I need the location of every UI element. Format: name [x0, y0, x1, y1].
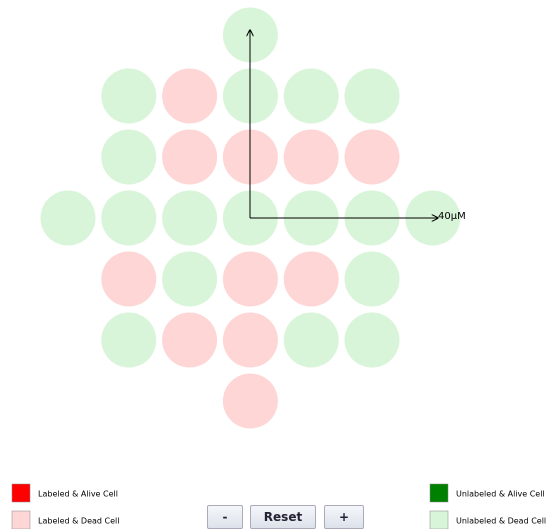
legend-swatch [11, 510, 31, 529]
cell [344, 251, 400, 307]
cell [162, 129, 218, 185]
cell [101, 190, 157, 246]
legend-swatch [429, 483, 449, 503]
cell [40, 190, 96, 246]
legend-swatch [11, 483, 31, 503]
cell [283, 251, 339, 307]
cell [344, 68, 400, 124]
cell [283, 129, 339, 185]
cell [101, 129, 157, 185]
legend-label: Unlabeled & Dead Cell [456, 517, 546, 526]
plus-button[interactable]: + [324, 505, 364, 529]
cell [162, 251, 218, 307]
cell [283, 68, 339, 124]
axis-label: 40μM [438, 211, 466, 222]
legend: Labeled & Alive Cell Labeled & Dead Cell U… [11, 483, 546, 529]
cell [101, 312, 157, 368]
cell [101, 251, 157, 307]
cell [222, 251, 278, 307]
cell [162, 312, 218, 368]
legend-label: Unlabeled & Alive Cell [456, 490, 545, 499]
minus-button[interactable]: - [207, 505, 243, 529]
cell [162, 68, 218, 124]
legend-label: Labeled & Dead Cell [38, 517, 119, 526]
cell [222, 312, 278, 368]
legend-swatch [429, 510, 449, 529]
cell [162, 190, 218, 246]
legend-label: Labeled & Alive Cell [38, 490, 118, 499]
cell [344, 129, 400, 185]
reset-button[interactable]: Reset [250, 505, 316, 529]
cell [222, 373, 278, 429]
cell [101, 68, 157, 124]
cell [283, 312, 339, 368]
cell [344, 312, 400, 368]
